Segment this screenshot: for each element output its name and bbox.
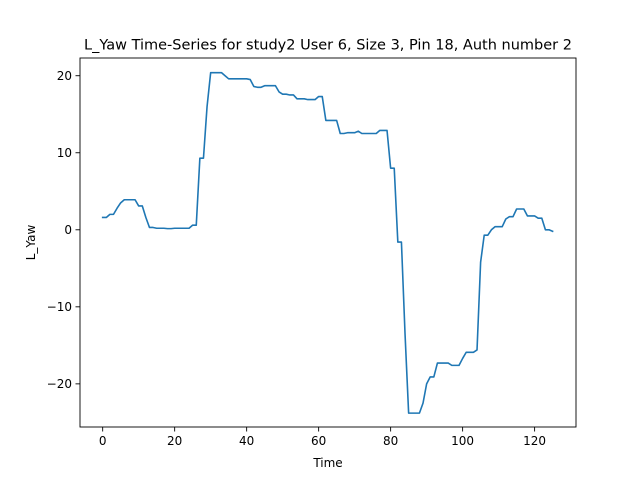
y-tick-label: 0: [64, 223, 72, 237]
plot-area: [101, 71, 554, 414]
axis-ticks: 0 20 40 60 80 100 120 −20 −10 0 10 20: [47, 69, 546, 448]
plot-frame: [79, 57, 577, 428]
y-axis-label: L_Yaw: [24, 225, 38, 261]
x-tick-label: 120: [523, 434, 546, 448]
y-tick-label: −20: [47, 377, 72, 391]
y-tick-label: −10: [47, 300, 72, 314]
y-tick-label: 20: [57, 69, 72, 83]
x-tick-label: 80: [383, 434, 398, 448]
x-tick-label: 40: [239, 434, 254, 448]
series-line-0: [101, 71, 554, 414]
x-tick-label: 60: [311, 434, 326, 448]
x-axis-label: Time: [312, 456, 342, 470]
y-tick-label: 10: [57, 146, 72, 160]
x-tick-label: 0: [99, 434, 107, 448]
chart-title: L_Yaw Time-Series for study2 User 6, Siz…: [84, 38, 572, 54]
x-tick-label: 20: [167, 434, 182, 448]
x-tick-label: 100: [451, 434, 474, 448]
